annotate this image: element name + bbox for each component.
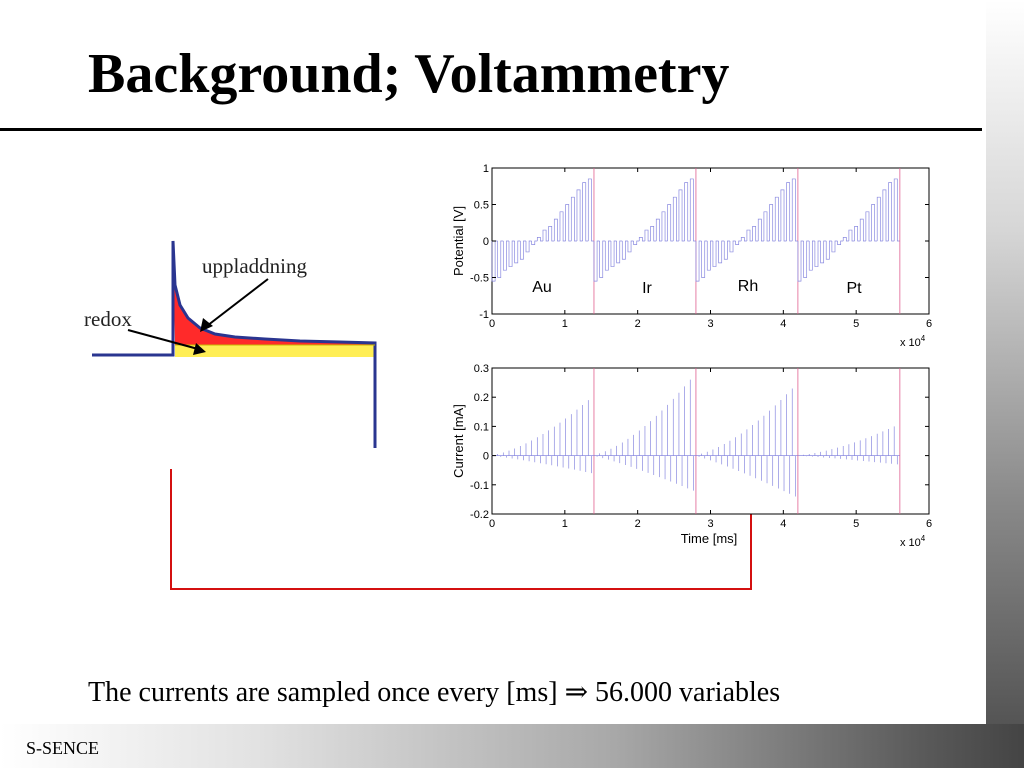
current-xtick-label: 4 — [780, 518, 786, 530]
current-xtick-label: 6 — [926, 518, 932, 530]
potential-segment-pt — [797, 178, 900, 282]
current-multiplier: x 104 — [900, 534, 926, 549]
potential-ytick-label: 0 — [483, 236, 489, 248]
current-segment-pt — [797, 426, 898, 465]
current-ytick-label: 0.3 — [474, 363, 489, 375]
potential-ytick-label: 0.5 — [474, 200, 489, 212]
label-charging: uppladdning — [202, 254, 307, 278]
segment-label-au: Au — [532, 279, 552, 296]
segment-label-pt: Pt — [846, 280, 862, 297]
title-rule — [0, 128, 982, 131]
segment-label-rh: Rh — [738, 278, 758, 295]
current-xtick-label: 3 — [707, 518, 713, 530]
potential-segment-rh — [695, 178, 798, 282]
redox-pointer — [127, 329, 199, 350]
footer-label: S-SENCE — [26, 738, 100, 758]
potential-ytick-label: -0.5 — [470, 273, 489, 285]
potential-series — [491, 168, 901, 314]
current-ylabel: Current [mA] — [451, 404, 466, 478]
potential-ticks: 0 1 2 3 4 5 6 1 0.5 0 -0.5 -1 — [470, 163, 932, 330]
potential-xtick-label: 5 — [853, 318, 859, 330]
current-ytick-label: 0.2 — [474, 392, 489, 404]
charging-area — [173, 246, 375, 345]
potential-xtick-label: 2 — [635, 318, 641, 330]
current-ytick-label: -0.2 — [470, 509, 489, 521]
current-plot-frame — [491, 367, 930, 515]
current-xtick-label: 1 — [562, 518, 568, 530]
caption-text: The currents are sampled once every [ms] — [88, 677, 558, 708]
background-gradient-right — [986, 0, 1024, 768]
label-redox: redox — [84, 307, 132, 331]
current-xtick-label: 5 — [853, 518, 859, 530]
implies-arrow-icon: ⇒ — [564, 677, 589, 708]
potential-multiplier: x 104 — [900, 334, 926, 349]
slide-title: Background; Voltammetry — [88, 43, 730, 105]
connector-line — [170, 460, 752, 590]
current-ticks: 0 1 2 3 4 5 6 0.3 0.2 0.1 0 -0.1 -0.2 — [470, 363, 932, 530]
current-xtick-label: 0 — [489, 518, 495, 530]
current-ytick-label: 0.1 — [474, 421, 489, 433]
current-segment-ir — [593, 379, 694, 491]
potential-ytick-label: 1 — [483, 163, 489, 175]
current-ytick-label: -0.1 — [470, 480, 489, 492]
current-diagram: uppladdning redox — [84, 240, 377, 448]
slide-caption: The currents are sampled once every [ms]… — [88, 676, 780, 710]
current-series — [491, 368, 901, 514]
segment-label-ir: Ir — [642, 280, 652, 297]
potential-xtick-label: 0 — [489, 318, 495, 330]
potential-plot: 0 1 2 3 4 5 6 1 0.5 0 -0.5 -1 Potential [V] x 104 A… — [451, 163, 932, 349]
charging-pointer — [202, 278, 269, 330]
current-xlabel: Time [ms] — [681, 531, 738, 546]
current-ytick-label: 0 — [483, 451, 489, 463]
potential-ytick-label: -1 — [479, 309, 489, 321]
caption-result: 56.000 variables — [595, 677, 781, 708]
current-curve — [92, 240, 377, 448]
current-plot: 0 1 2 3 4 5 6 0.3 0.2 0.1 0 -0.1 -0.2 Current [mA] T… — [451, 363, 932, 549]
potential-xtick-label: 4 — [780, 318, 786, 330]
background-gradient-bottom — [0, 724, 1024, 768]
potential-segment-au — [491, 178, 594, 282]
charging-arrowhead — [200, 318, 213, 332]
potential-xtick-label: 3 — [707, 318, 713, 330]
potential-xtick-label: 6 — [926, 318, 932, 330]
current-segment-rh — [695, 388, 796, 497]
potential-segment-ir — [593, 178, 696, 282]
current-xtick-label: 2 — [635, 518, 641, 530]
redox-area — [175, 345, 375, 357]
potential-xtick-label: 1 — [562, 318, 568, 330]
redox-arrowhead — [193, 343, 206, 355]
potential-ylabel: Potential [V] — [451, 206, 466, 276]
